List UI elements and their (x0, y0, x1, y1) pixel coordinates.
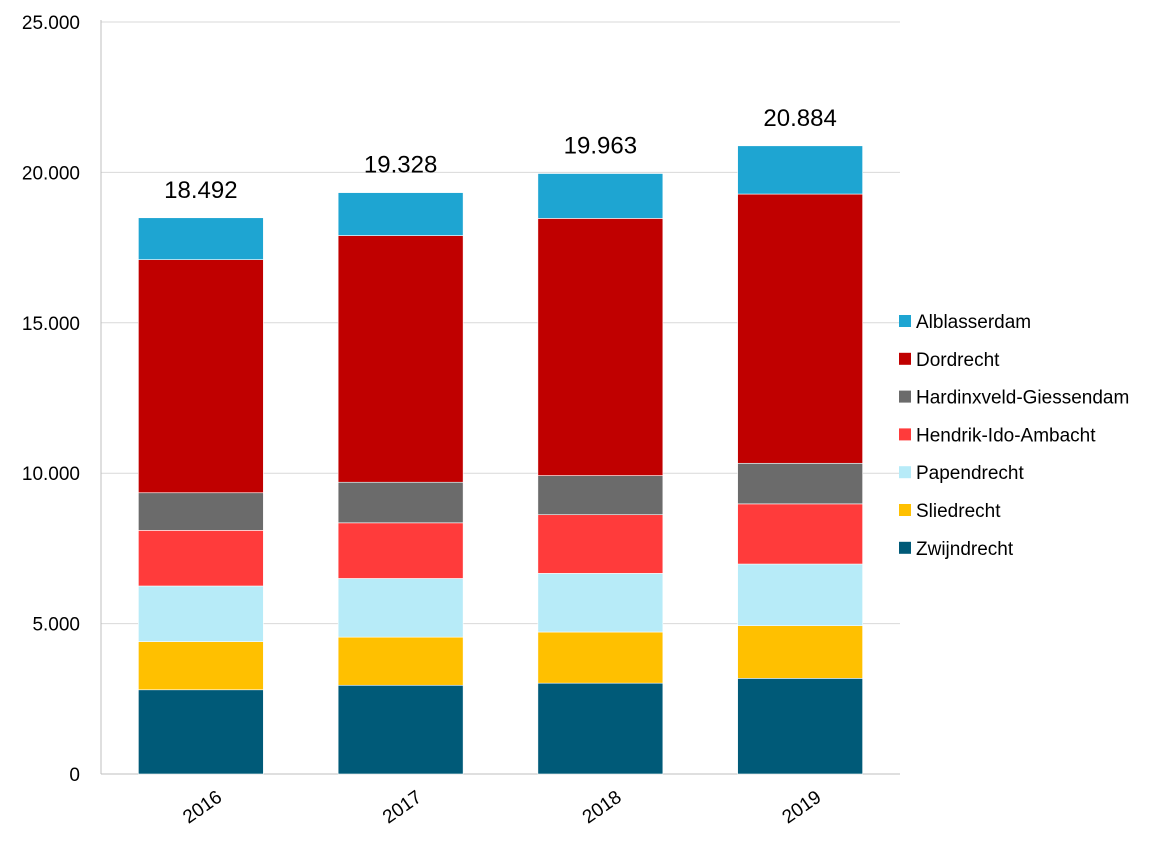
legend-label: Dordrecht (916, 350, 1000, 371)
bar-segment (737, 563, 863, 627)
bar-segment (537, 631, 664, 684)
bar-segment (138, 585, 264, 642)
legend-swatch (899, 390, 911, 403)
legend-label: Alblasserdam (916, 312, 1031, 333)
bar-segment (337, 192, 464, 236)
bar-segment (138, 492, 264, 531)
y-tick-label: 20.000 (22, 163, 80, 184)
legend-swatch (899, 504, 911, 516)
legend-swatch (899, 352, 911, 365)
bar-segment (337, 636, 464, 686)
total-label: 18.492 (164, 177, 237, 204)
bar-segment (737, 625, 863, 679)
legend-label: Zwijndrecht (916, 539, 1014, 560)
bar-segment (337, 684, 464, 775)
bar-segment (138, 641, 264, 691)
bar-segment (337, 578, 464, 638)
legend-swatch (899, 315, 911, 327)
bar-segment (737, 145, 863, 195)
bar-segment (337, 522, 464, 579)
legend-swatch (899, 428, 911, 441)
axes: 0 5.000 10.000 15.000 20.000 25.000 (22, 13, 900, 786)
bar-segment (537, 573, 664, 633)
bar-segment (537, 173, 664, 219)
legend-label: Hendrik-Ido-Ambacht (916, 425, 1096, 446)
bar-segment (138, 689, 264, 775)
bar-segment (737, 193, 863, 464)
x-tick-label: 2016 (179, 787, 226, 828)
legend-label: Hardinxveld-Giessendam (916, 388, 1129, 409)
legend-swatch (899, 466, 911, 479)
legend: Alblasserdam Dordrecht Hardinxveld-Giessen… (899, 312, 1129, 560)
x-tick-label: 2018 (579, 787, 626, 828)
legend-label: Papendrecht (916, 463, 1024, 484)
bar-segment (537, 218, 664, 476)
total-label: 19.328 (364, 152, 437, 179)
bar-segment (537, 682, 664, 775)
legend-label: Sliedrecht (916, 501, 1001, 522)
x-tick-label: 2017 (379, 787, 426, 828)
total-label: 19.963 (564, 133, 637, 160)
x-tick-label: 2019 (779, 787, 826, 828)
bar-segment (737, 503, 863, 565)
y-tick-label: 15.000 (22, 314, 80, 335)
bar-segment (138, 217, 264, 260)
bar-segment (138, 259, 264, 494)
total-label: 20.884 (763, 105, 836, 132)
bar-segment (737, 462, 863, 505)
bar-segment (737, 678, 863, 775)
y-tick-label: 10.000 (22, 464, 80, 485)
bar-segment (337, 481, 464, 524)
bar-segment (337, 235, 464, 483)
y-tick-label: 5.000 (32, 615, 80, 636)
legend-swatch (899, 541, 911, 554)
y-tick-label: 0 (69, 765, 80, 786)
bars (138, 145, 863, 775)
y-tick-label: 25.000 (22, 13, 80, 34)
labels: 18.492 2016 19.328 2017 19.963 2018 20.884 2019 (164, 105, 837, 828)
bar-segment (537, 475, 664, 516)
bar-segment (138, 530, 264, 587)
bar-segment (537, 514, 664, 574)
